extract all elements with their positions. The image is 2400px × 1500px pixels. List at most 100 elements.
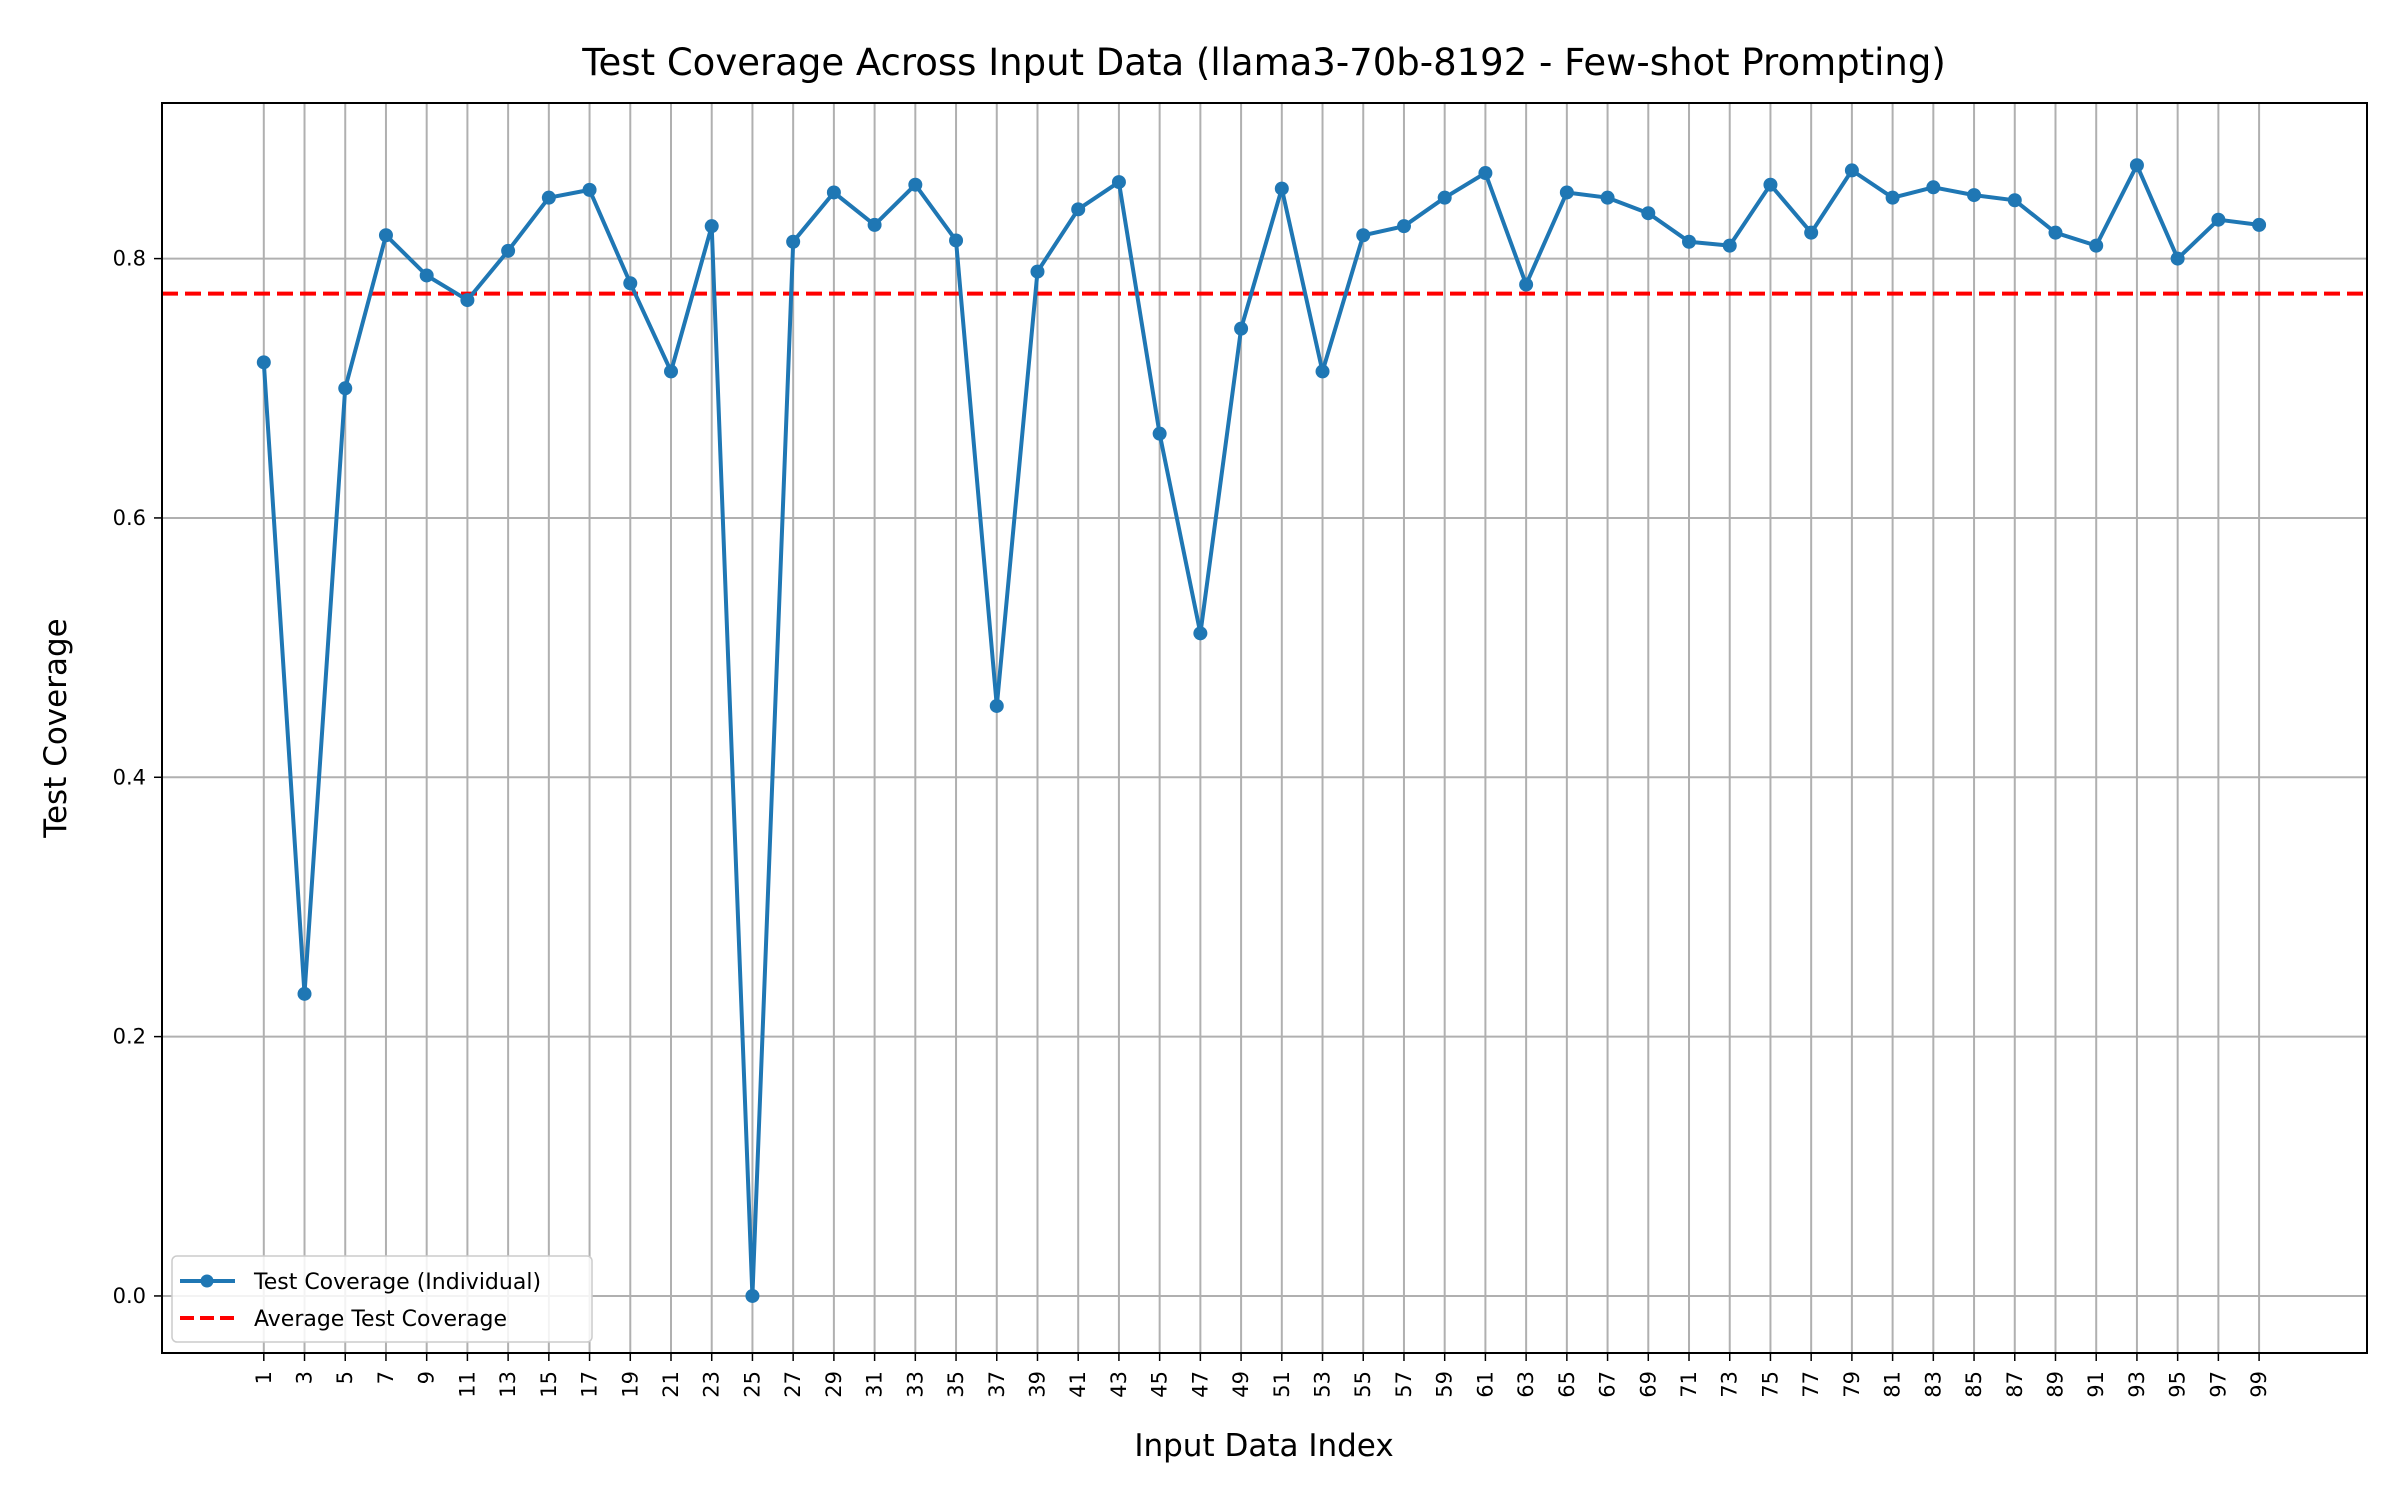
x-tick-label: 49	[1229, 1371, 1253, 1398]
data-point	[1885, 190, 1900, 205]
data-point	[2211, 212, 2226, 227]
x-tick-label: 53	[1311, 1371, 1335, 1398]
data-point	[1152, 426, 1167, 441]
y-tick-label: 0.6	[113, 506, 146, 530]
x-tick-label: 45	[1148, 1371, 1172, 1398]
x-tick-label: 43	[1107, 1371, 1131, 1398]
data-point	[1763, 177, 1778, 192]
data-point	[623, 276, 638, 291]
data-point	[460, 293, 475, 308]
x-tick-label: 87	[2003, 1371, 2027, 1398]
legend-label-average: Average Test Coverage	[254, 1307, 507, 1332]
data-point	[1030, 264, 1045, 279]
x-tick-label: 81	[1881, 1371, 1905, 1398]
data-point	[949, 233, 964, 248]
x-tick-label: 7	[374, 1371, 398, 1384]
data-point	[582, 182, 597, 197]
data-point	[2007, 193, 2022, 208]
y-tick-label: 0.0	[113, 1284, 146, 1308]
x-tick-label: 73	[1718, 1371, 1742, 1398]
x-tick-label: 37	[985, 1371, 1009, 1398]
data-point	[1071, 202, 1086, 217]
data-point	[256, 355, 271, 370]
legend-box	[171, 1255, 593, 1343]
x-tick-label: 57	[1392, 1371, 1416, 1398]
x-tick-label: 83	[1921, 1371, 1945, 1398]
data-point	[1926, 180, 1941, 195]
x-tick-label: 69	[1636, 1371, 1660, 1398]
legend-label-individual: Test Coverage (Individual)	[253, 1270, 541, 1295]
data-point	[1519, 277, 1534, 292]
x-tick-label: 23	[700, 1371, 724, 1398]
data-point	[1437, 190, 1452, 205]
data-point	[1315, 364, 1330, 379]
x-tick-label: 33	[903, 1371, 927, 1398]
data-point	[1193, 626, 1208, 641]
x-tick-label: 55	[1351, 1371, 1375, 1398]
x-tick-label: 77	[1799, 1371, 1823, 1398]
x-tick-label: 65	[1555, 1371, 1579, 1398]
x-tick-label: 79	[1840, 1371, 1864, 1398]
data-point	[1804, 225, 1819, 240]
x-tick-label: 97	[2206, 1371, 2230, 1398]
series-layer	[256, 158, 2267, 1303]
data-point	[1559, 185, 1574, 200]
x-tick-label: 9	[415, 1371, 439, 1384]
data-point	[786, 234, 801, 249]
data-point	[908, 177, 923, 192]
data-point	[378, 228, 393, 243]
legend-marker-individual	[200, 1274, 214, 1288]
data-point	[1111, 175, 1126, 190]
x-tick-label: 3	[293, 1371, 317, 1384]
x-tick-label: 1	[252, 1371, 276, 1384]
x-tick-label: 5	[333, 1371, 357, 1384]
data-point	[2089, 238, 2104, 253]
data-point	[664, 364, 679, 379]
x-tick-label: 61	[1473, 1371, 1497, 1398]
data-point	[2129, 158, 2144, 173]
data-point	[1274, 181, 1289, 196]
x-tick-label: 93	[2125, 1371, 2149, 1398]
data-point	[826, 185, 841, 200]
x-tick-label: 95	[2166, 1371, 2190, 1398]
y-tick-label: 0.8	[113, 247, 146, 271]
data-point	[1682, 234, 1697, 249]
series-line-individual	[261, 163, 2260, 1298]
data-point	[867, 217, 882, 232]
x-tick-label: 89	[2043, 1371, 2067, 1398]
plot-frame	[161, 102, 2368, 1354]
data-point	[1722, 238, 1737, 253]
x-tick-label: 31	[863, 1371, 887, 1398]
data-point	[1641, 206, 1656, 221]
x-tick-label: 99	[2247, 1371, 2271, 1398]
x-tick-label: 15	[537, 1371, 561, 1398]
y-axis-ticks: 0.0 0.2 0.4 0.6 0.8	[113, 247, 162, 1308]
x-tick-label: 71	[1677, 1371, 1701, 1398]
y-axis-label: Test Coverage	[38, 618, 74, 838]
x-tick-label: 47	[1188, 1371, 1212, 1398]
y-tick-label: 0.2	[113, 1025, 146, 1049]
x-axis-ticks: 1 3 5 7 9 11 13 15 17 19 21 23 25 27 29 31 33 35 37 39 41 43 4…	[252, 1353, 2271, 1398]
data-point	[541, 190, 556, 205]
data-point	[2252, 217, 2267, 232]
y-tick-label: 0.4	[113, 765, 146, 789]
data-point	[1600, 190, 1615, 205]
x-tick-label: 63	[1514, 1371, 1538, 1398]
grid-layer	[162, 103, 2367, 1353]
x-tick-label: 41	[1066, 1371, 1090, 1398]
x-tick-label: 91	[2084, 1371, 2108, 1398]
data-point	[419, 268, 434, 283]
x-tick-label: 67	[1596, 1371, 1620, 1398]
x-tick-label: 13	[496, 1371, 520, 1398]
x-tick-label: 51	[1270, 1371, 1294, 1398]
data-point	[1356, 228, 1371, 243]
x-tick-label: 35	[944, 1371, 968, 1398]
data-point	[1234, 321, 1249, 336]
x-tick-label: 29	[822, 1371, 846, 1398]
data-point	[1967, 188, 1982, 203]
x-tick-label: 25	[740, 1371, 764, 1398]
x-tick-label: 21	[659, 1371, 683, 1398]
data-point	[501, 243, 516, 258]
